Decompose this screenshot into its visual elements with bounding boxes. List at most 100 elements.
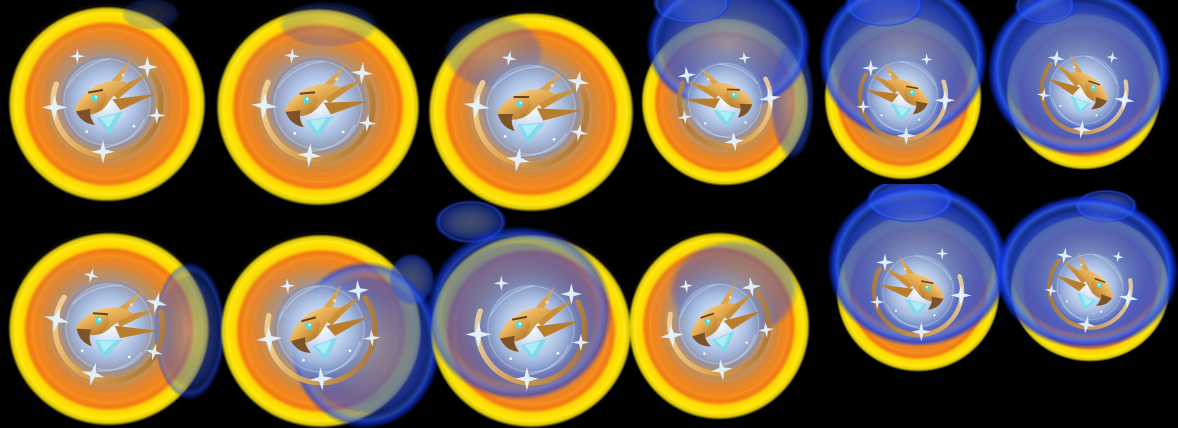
ember-dot xyxy=(745,341,748,344)
ember-dot xyxy=(552,138,556,141)
cyan-shard-highlight xyxy=(910,300,924,312)
dragon-wing-spike xyxy=(1054,274,1087,292)
orb-frame-7 xyxy=(0,196,243,428)
dragon-eye xyxy=(515,321,523,329)
sparkle-icon xyxy=(1114,89,1135,111)
ember-dot xyxy=(550,83,554,88)
sparkle-icon xyxy=(84,268,99,283)
dragon-icon xyxy=(870,244,972,342)
dragon-icon xyxy=(1044,244,1139,334)
cyan-shard-highlight xyxy=(524,341,541,355)
dragon-wing-spike xyxy=(1061,259,1090,284)
sparkle-icon xyxy=(677,66,696,85)
sparkle-icon xyxy=(920,53,933,66)
sparkle-icon xyxy=(358,114,377,132)
dragon-jaw xyxy=(290,337,311,353)
dragon-wing-spike xyxy=(533,299,575,327)
dragon-jaw xyxy=(927,296,944,310)
dragon-eye xyxy=(925,285,931,291)
dragon-head xyxy=(498,315,531,343)
ember-dot xyxy=(880,114,883,117)
sparkle-icon xyxy=(911,322,931,342)
sparkle-icon xyxy=(81,362,105,386)
ember-dot xyxy=(335,77,339,81)
sparkle-icon xyxy=(44,306,70,333)
gold-arc-ring xyxy=(472,51,590,169)
dragon-glyph xyxy=(40,34,175,170)
lightning-arc xyxy=(722,333,757,367)
sparkle-icon xyxy=(145,343,163,361)
dragon-wing-spike xyxy=(321,78,365,104)
cyan-shard-highlight xyxy=(718,111,733,122)
ember-dot xyxy=(80,349,84,353)
sparkle-icon xyxy=(1056,247,1073,264)
sparkles xyxy=(677,51,781,152)
sparkle-icon xyxy=(501,50,517,66)
ember-dot xyxy=(556,351,560,355)
sparkle-icon xyxy=(1036,88,1051,102)
sparkle-icon xyxy=(284,48,300,64)
dragon-glyph xyxy=(660,34,789,166)
dragon-eye-glint xyxy=(1097,283,1100,286)
dragon-icon xyxy=(41,45,166,164)
lightning-arc xyxy=(72,284,123,305)
sparkles xyxy=(1036,49,1135,139)
dragon-eye-glint xyxy=(732,93,735,96)
dragon-icon xyxy=(256,272,381,391)
dragon-wing-spike xyxy=(683,98,721,109)
orb-frame-3 xyxy=(395,0,667,245)
sparkle-icon xyxy=(570,123,588,142)
dragon-jaw xyxy=(285,110,304,128)
dragon-brow xyxy=(726,88,740,91)
dragon-eye-glint xyxy=(1092,86,1095,89)
dragon-icon xyxy=(463,50,590,172)
sparkle-icon xyxy=(279,278,296,294)
lightning-arc xyxy=(872,108,906,134)
dragon-glyph xyxy=(247,256,396,402)
dragon-wing-spike xyxy=(536,320,580,338)
sparkle-icon xyxy=(934,89,956,111)
dragon-icon xyxy=(465,272,590,391)
gold-arc-ring xyxy=(260,47,376,163)
lightning-arc xyxy=(1059,293,1087,323)
ember-dot xyxy=(933,314,936,317)
dragon-brow xyxy=(87,88,104,94)
lightning-arc xyxy=(886,303,921,330)
dragon-brow xyxy=(921,280,934,285)
sparkle-icon xyxy=(1072,120,1091,139)
dragon-head xyxy=(1090,277,1114,300)
lightning-arc xyxy=(520,132,568,157)
dragon-brow xyxy=(511,315,528,321)
lightning-arc xyxy=(900,60,936,86)
dragon-eye-glint xyxy=(98,318,101,321)
sparkle-icon xyxy=(505,147,531,172)
cyan-shard-highlight xyxy=(98,341,116,353)
dragon-head xyxy=(690,312,719,339)
dragon-wing-spike xyxy=(114,325,158,339)
sparkle-icon xyxy=(351,62,374,84)
dragon-eye-glint xyxy=(519,101,522,105)
ember-dot xyxy=(348,349,352,353)
ember-dot xyxy=(706,77,710,81)
sparkles xyxy=(256,278,381,391)
sparkle-icon xyxy=(1106,51,1119,64)
gold-arc-ring xyxy=(871,244,965,338)
dragon-wing-spike xyxy=(536,108,582,121)
ember-dot xyxy=(509,357,513,360)
sparkle-icon xyxy=(677,109,692,125)
dragon-jaw xyxy=(1090,97,1108,110)
dragon-wing-spike xyxy=(868,72,901,94)
lightning-arc xyxy=(694,117,733,139)
sparkles xyxy=(1044,247,1139,334)
dragon-head xyxy=(724,88,754,110)
ember-dot xyxy=(545,300,549,304)
sparkle-icon xyxy=(148,106,166,125)
dragon-head xyxy=(903,85,929,107)
dragon-eye-glint xyxy=(94,95,98,99)
sparkles xyxy=(44,268,168,386)
dragon-wing-spike xyxy=(720,291,755,321)
ember-dot xyxy=(129,303,133,307)
sparkle-icon xyxy=(1044,284,1058,297)
sparkle-icon xyxy=(660,323,684,348)
ember-dot xyxy=(293,131,297,135)
